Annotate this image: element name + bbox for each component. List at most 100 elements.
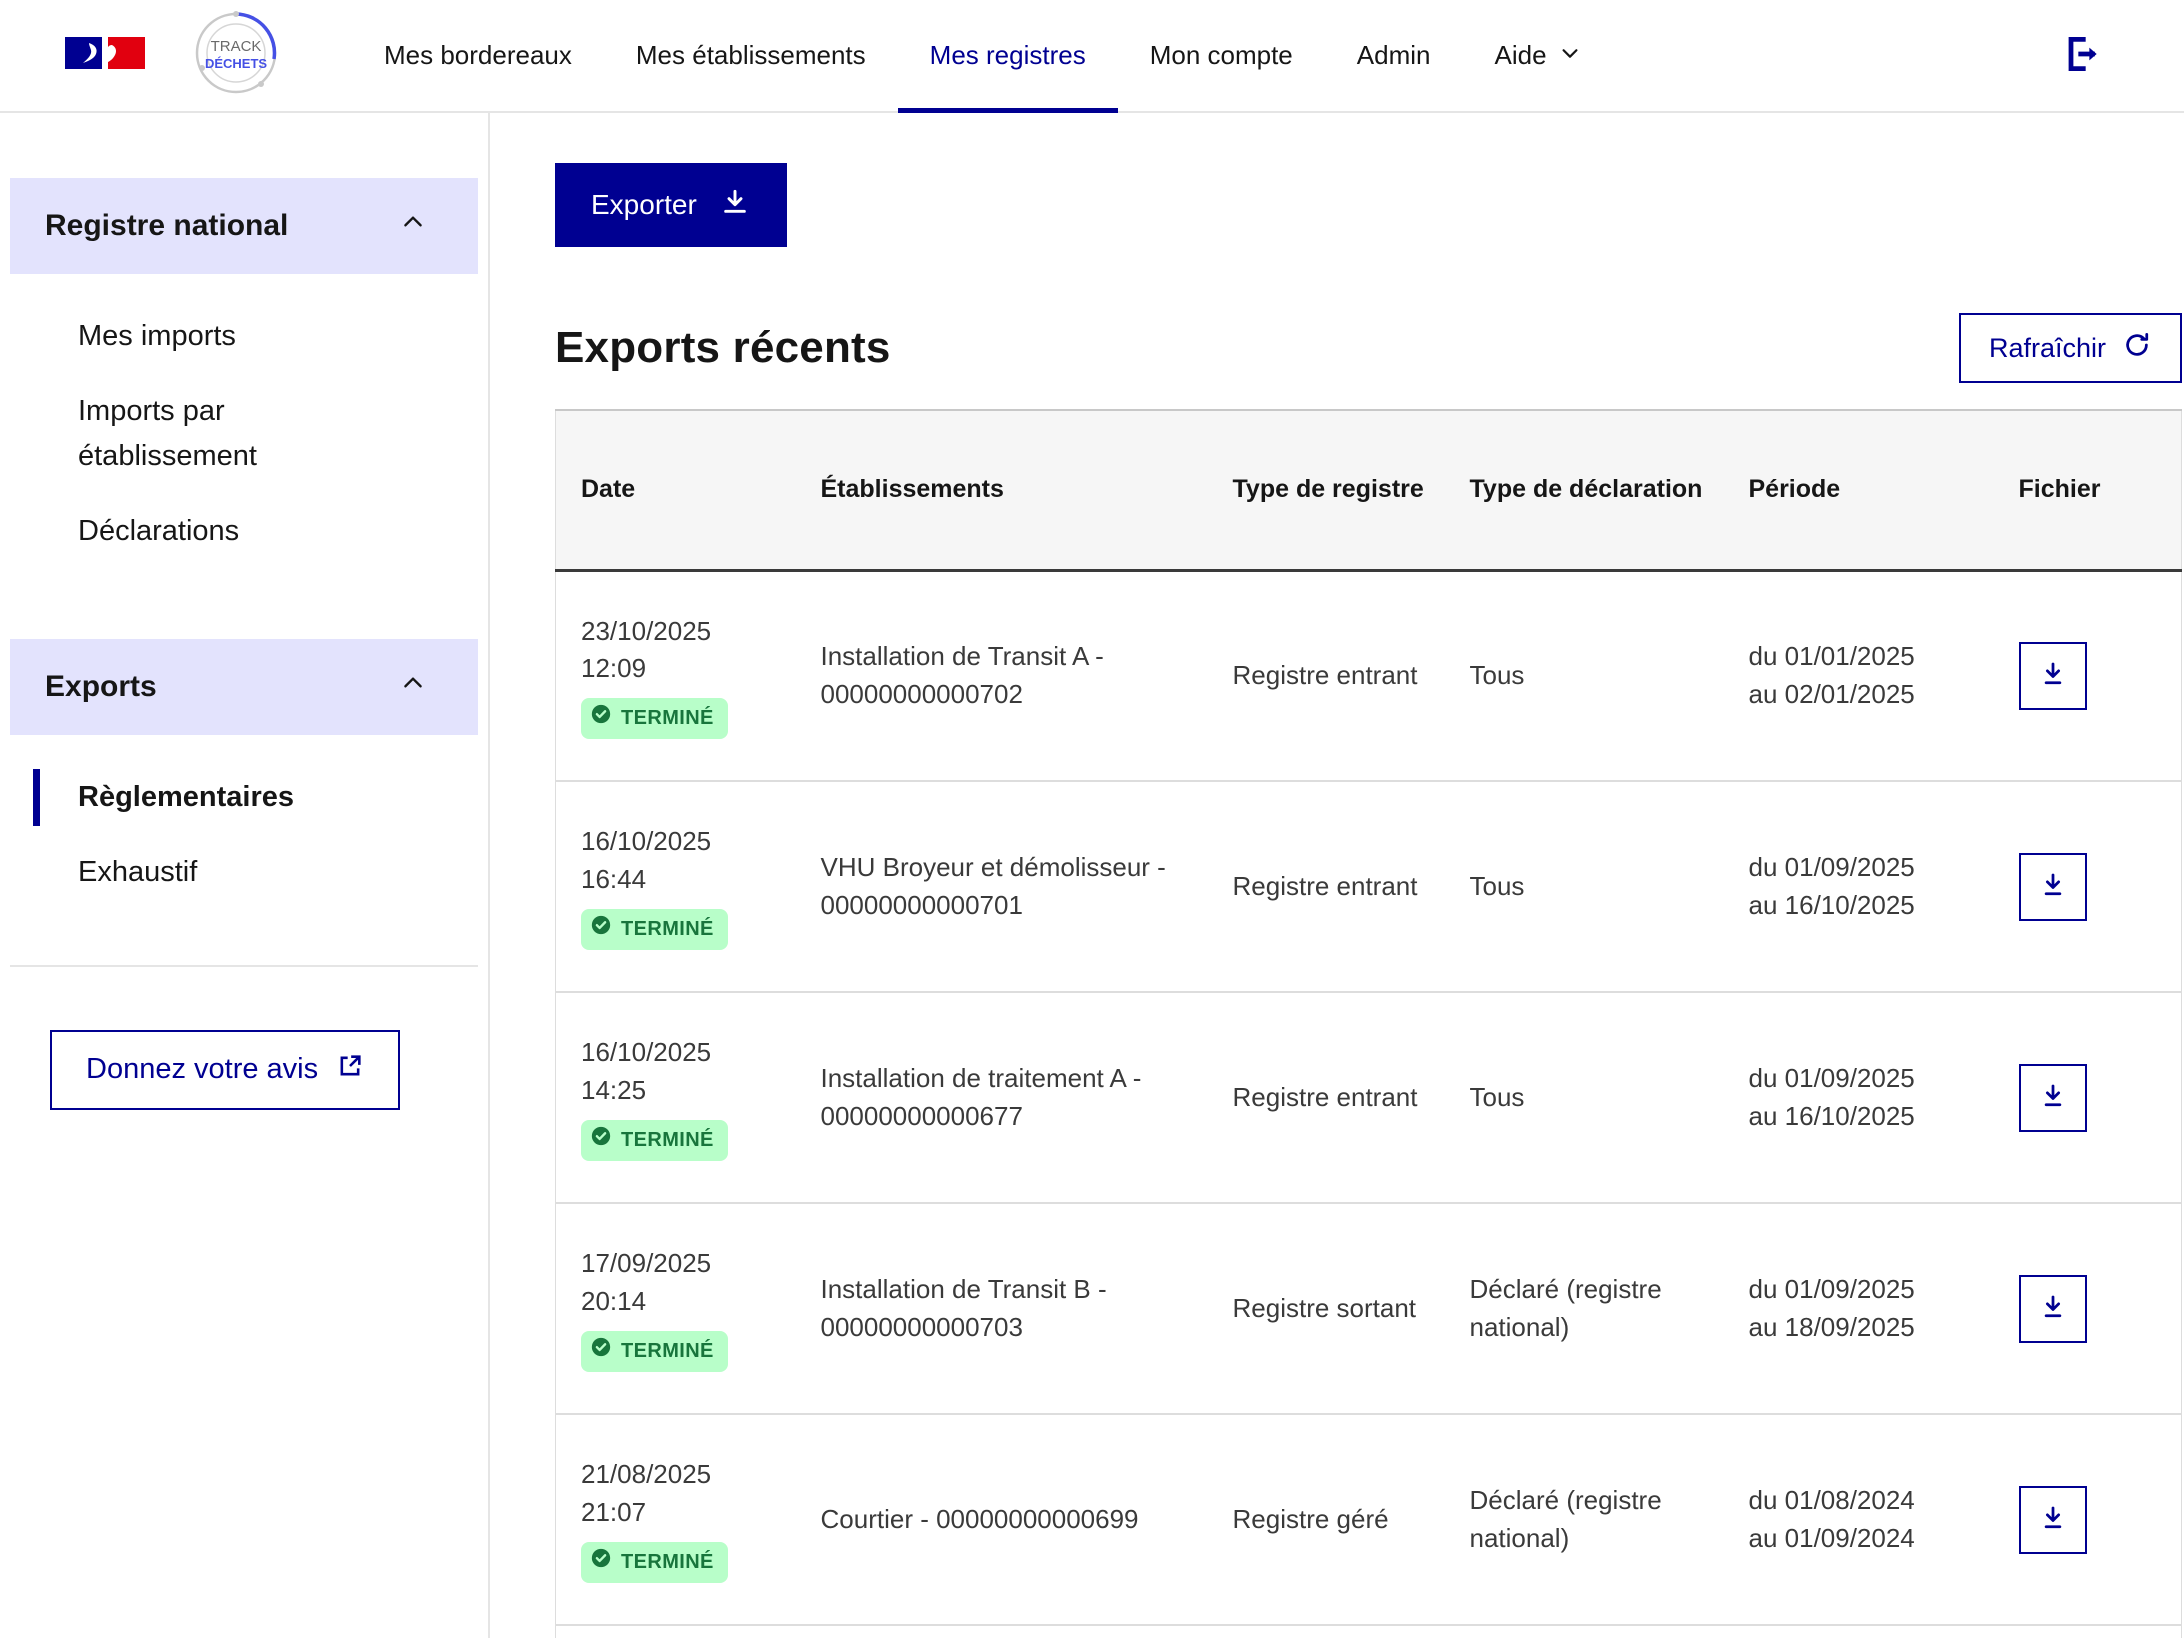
sidebar-item-declarations[interactable]: Déclarations: [0, 509, 420, 554]
sidebar-item-reglementaires[interactable]: Règlementaires: [0, 768, 420, 826]
row-etablissement: Installation de Transit A - 000000000007…: [820, 641, 1104, 709]
column-header-etablissements: Établissements: [820, 475, 1004, 504]
cell-type-registre: Registre géré: [1233, 1414, 1470, 1625]
export-button[interactable]: Exporter: [555, 163, 787, 247]
row-time: 12:09: [581, 653, 647, 684]
french-flag-logo: [65, 37, 145, 74]
status-badge-label: TERMINÉ: [621, 1339, 714, 1362]
chevron-up-icon: [400, 209, 426, 243]
row-periode-du: du 01/09/2025: [1748, 1273, 1915, 1304]
sidebar-section-label: Registre national: [45, 209, 289, 242]
cell-type-declaration: Déclaré: [1470, 1625, 1749, 1638]
topbar: TRACK DÉCHETS Mes bordereaux Mes établis…: [0, 0, 2184, 113]
sidebar: Registre national Mes imports Imports pa…: [0, 113, 490, 1638]
row-periode-au: au 02/01/2025: [1748, 678, 1915, 709]
cell-type-declaration: Déclaré (registre national): [1470, 1414, 1749, 1625]
exports-table-head-row: Date Établissements Type de registre Typ…: [555, 410, 2182, 570]
cell-fichier: [2018, 570, 2182, 781]
nav-item-label: Mes registres: [929, 40, 1086, 70]
download-icon: [2038, 870, 2068, 903]
sidebar-section-label: Exports: [45, 669, 157, 703]
sidebar-item-exhaustif[interactable]: Exhaustif: [0, 850, 420, 895]
refresh-icon: [2122, 330, 2152, 367]
download-button[interactable]: [2018, 1485, 2087, 1554]
cell-type-declaration: Tous: [1470, 570, 1749, 781]
nav-item-mes-etablissements[interactable]: Mes établissements: [604, 0, 898, 111]
cell-periode: du 01/09/2025 au 16/10/2025: [1749, 781, 2019, 992]
nav-item-label: Admin: [1356, 40, 1431, 70]
sidebar-item-label: Mes imports: [78, 320, 236, 352]
status-badge: TERMINÉ: [581, 1541, 728, 1583]
sidebar-item-mes-imports[interactable]: Mes imports: [0, 314, 420, 359]
logout-button[interactable]: [2060, 32, 2104, 79]
feedback-button[interactable]: Donnez votre avis: [50, 1029, 401, 1110]
check-circle-icon: [590, 1547, 612, 1578]
cell-periode: du 01/08/2024 au 01/09/2024: [1749, 1414, 2019, 1625]
nav-item-mon-compte[interactable]: Mon compte: [1118, 0, 1325, 111]
logout-icon: [2060, 36, 2104, 79]
download-button[interactable]: [2018, 852, 2087, 921]
column-header-fichier: Fichier: [2018, 475, 2101, 504]
feedback-button-label: Donnez votre avis: [86, 1053, 319, 1086]
exports-table-body: 23/10/2025 12:09 TERMINÉ Installation de…: [555, 570, 2182, 1638]
row-type-registre: Registre entrant: [1232, 1081, 1418, 1112]
cell-type-declaration: Tous: [1470, 781, 1749, 992]
status-badge: TERMINÉ: [581, 1330, 728, 1372]
status-badge: TERMINÉ: [581, 908, 728, 950]
trackdechets-logo: TRACK DÉCHETS: [193, 10, 279, 101]
cell-etablissement: Installation de Transit A - 000000000007…: [821, 570, 1233, 781]
cell-etablissement: Installation de traitement A - 000000000…: [821, 992, 1233, 1203]
row-date: 21/08/2025: [581, 1459, 712, 1490]
refresh-button[interactable]: Rafraîchir: [1958, 313, 2182, 383]
cell-type-registre: Registre sortant: [1233, 1203, 1470, 1414]
cell-type-registre: Registre entrant: [1233, 570, 1470, 781]
row-type-declaration: Tous: [1469, 659, 1525, 690]
table-row: 17/09/2025 20:14 TERMINÉ Installation de…: [555, 1203, 2182, 1414]
status-badge: TERMINÉ: [581, 697, 728, 739]
column-header-date: Date: [581, 475, 636, 504]
download-button[interactable]: [2018, 1274, 2087, 1343]
sidebar-item-label: Règlementaires: [78, 780, 294, 813]
row-periode-du: du 01/09/2025: [1748, 1062, 1915, 1093]
chevron-up-icon: [400, 670, 426, 704]
sidebar-section-header-exports[interactable]: Exports: [10, 638, 478, 735]
cell-etablissement: Installation de Transit B - 000000000007…: [821, 1203, 1233, 1414]
nav-item-label: Mes bordereaux: [384, 40, 572, 70]
check-circle-icon: [590, 703, 612, 734]
row-date: 17/09/2025: [581, 1248, 712, 1279]
table-row: 16/10/2025 14:25 TERMINÉ Installation de…: [555, 992, 2182, 1203]
cell-periode: [1749, 1625, 2019, 1638]
sidebar-item-imports-par-etablissement[interactable]: Imports par établissement: [0, 389, 420, 479]
row-time: 14:25: [581, 1075, 647, 1105]
download-button[interactable]: [2018, 641, 2087, 710]
download-icon: [2038, 1292, 2068, 1325]
cell-fichier: [2018, 1414, 2182, 1625]
nav-item-label: Mes établissements: [635, 40, 866, 70]
nav-item-admin[interactable]: Admin: [1325, 0, 1463, 111]
cell-periode: du 01/09/2025 au 16/10/2025: [1749, 992, 2019, 1203]
cell-date: 21/08/2025: [556, 1625, 821, 1638]
cell-periode: du 01/01/2025 au 02/01/2025: [1749, 570, 2019, 781]
sidebar-section-header-registre-national[interactable]: Registre national: [10, 178, 478, 274]
cell-etablissement: [821, 1625, 1233, 1638]
row-periode-du: du 01/09/2025: [1748, 851, 1915, 882]
nav-item-aide[interactable]: Aide: [1462, 0, 1612, 111]
row-date: 16/10/2025: [581, 1037, 712, 1068]
status-badge-label: TERMINÉ: [621, 1128, 714, 1151]
row-type-registre: Registre entrant: [1232, 870, 1418, 901]
row-etablissement: Courtier - 00000000000699: [820, 1503, 1139, 1534]
row-time: 20:14: [581, 1286, 647, 1316]
cell-fichier: [2018, 1203, 2182, 1414]
nav-item-mes-bordereaux[interactable]: Mes bordereaux: [352, 0, 604, 111]
sidebar-section-exports: Exports Règlementaires Exhaustif: [0, 638, 488, 895]
chevron-down-icon: [1559, 40, 1581, 71]
sidebar-item-label: Exhaustif: [78, 855, 198, 888]
download-icon: [2038, 1081, 2068, 1114]
svg-text:TRACK: TRACK: [211, 38, 262, 55]
cell-date: 16/10/2025 14:25 TERMINÉ: [556, 992, 821, 1203]
status-badge-label: TERMINÉ: [621, 706, 714, 729]
download-button[interactable]: [2018, 1063, 2087, 1132]
exports-table: Date Établissements Type de registre Typ…: [555, 409, 2182, 1638]
download-icon: [719, 186, 751, 225]
nav-item-mes-registres[interactable]: Mes registres: [897, 0, 1118, 113]
